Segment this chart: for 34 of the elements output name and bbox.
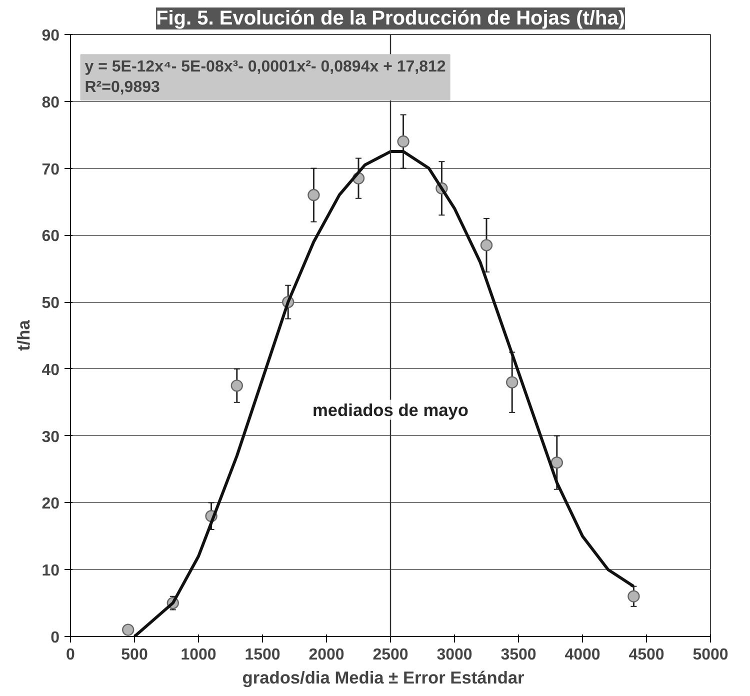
- y-tick-label: 30: [42, 428, 60, 446]
- point: [308, 188, 320, 202]
- y-tick-label: 10: [42, 562, 60, 580]
- x-tick-label: 4000: [564, 646, 600, 664]
- x-tick-label: 500: [121, 646, 148, 664]
- x-tick-label: 5000: [692, 646, 728, 664]
- annotation: y = 5E-12x⁴- 5E-08x³- 0,0001x²- 0,0894x + 17,812 R²=0,9893: [84, 58, 446, 96]
- point: [480, 239, 493, 252]
- y-tick-label: 50: [42, 295, 60, 312]
- point: [628, 590, 640, 602]
- x-tick-label: 4500: [628, 646, 664, 664]
- y-tick-label: 70: [42, 161, 60, 178]
- y-axis-title: t/ha: [14, 320, 34, 351]
- y-tick-label: 40: [42, 362, 60, 379]
- chart-title: Fig. 5. Evolución de la Producción de Hojas (t/ha): [156, 8, 625, 30]
- x-tick-label: 3500: [500, 646, 536, 664]
- point: [122, 624, 134, 636]
- x-tick-label: 1500: [244, 646, 280, 664]
- y-tick-label: 90: [42, 28, 60, 44]
- x-tick-label: 2000: [308, 646, 344, 664]
- y-tick-label: 80: [42, 94, 60, 112]
- ref-line-label: mediados de mayo: [312, 400, 469, 420]
- x-axis-title: grados/dia Media ± Error Estándar: [242, 668, 525, 688]
- y-tick-label: 60: [42, 228, 60, 246]
- point: [550, 456, 563, 469]
- y-tick-label: 0: [50, 630, 60, 646]
- x-tick-label: 1000: [180, 646, 216, 664]
- x-tick-label: 0: [66, 646, 76, 664]
- x-tick-label: 2500: [372, 646, 408, 664]
- y-tick-label: 20: [42, 496, 60, 513]
- point: [397, 135, 410, 148]
- x-tick-label: 3000: [436, 646, 472, 664]
- point: [230, 380, 243, 392]
- point: [506, 376, 518, 388]
